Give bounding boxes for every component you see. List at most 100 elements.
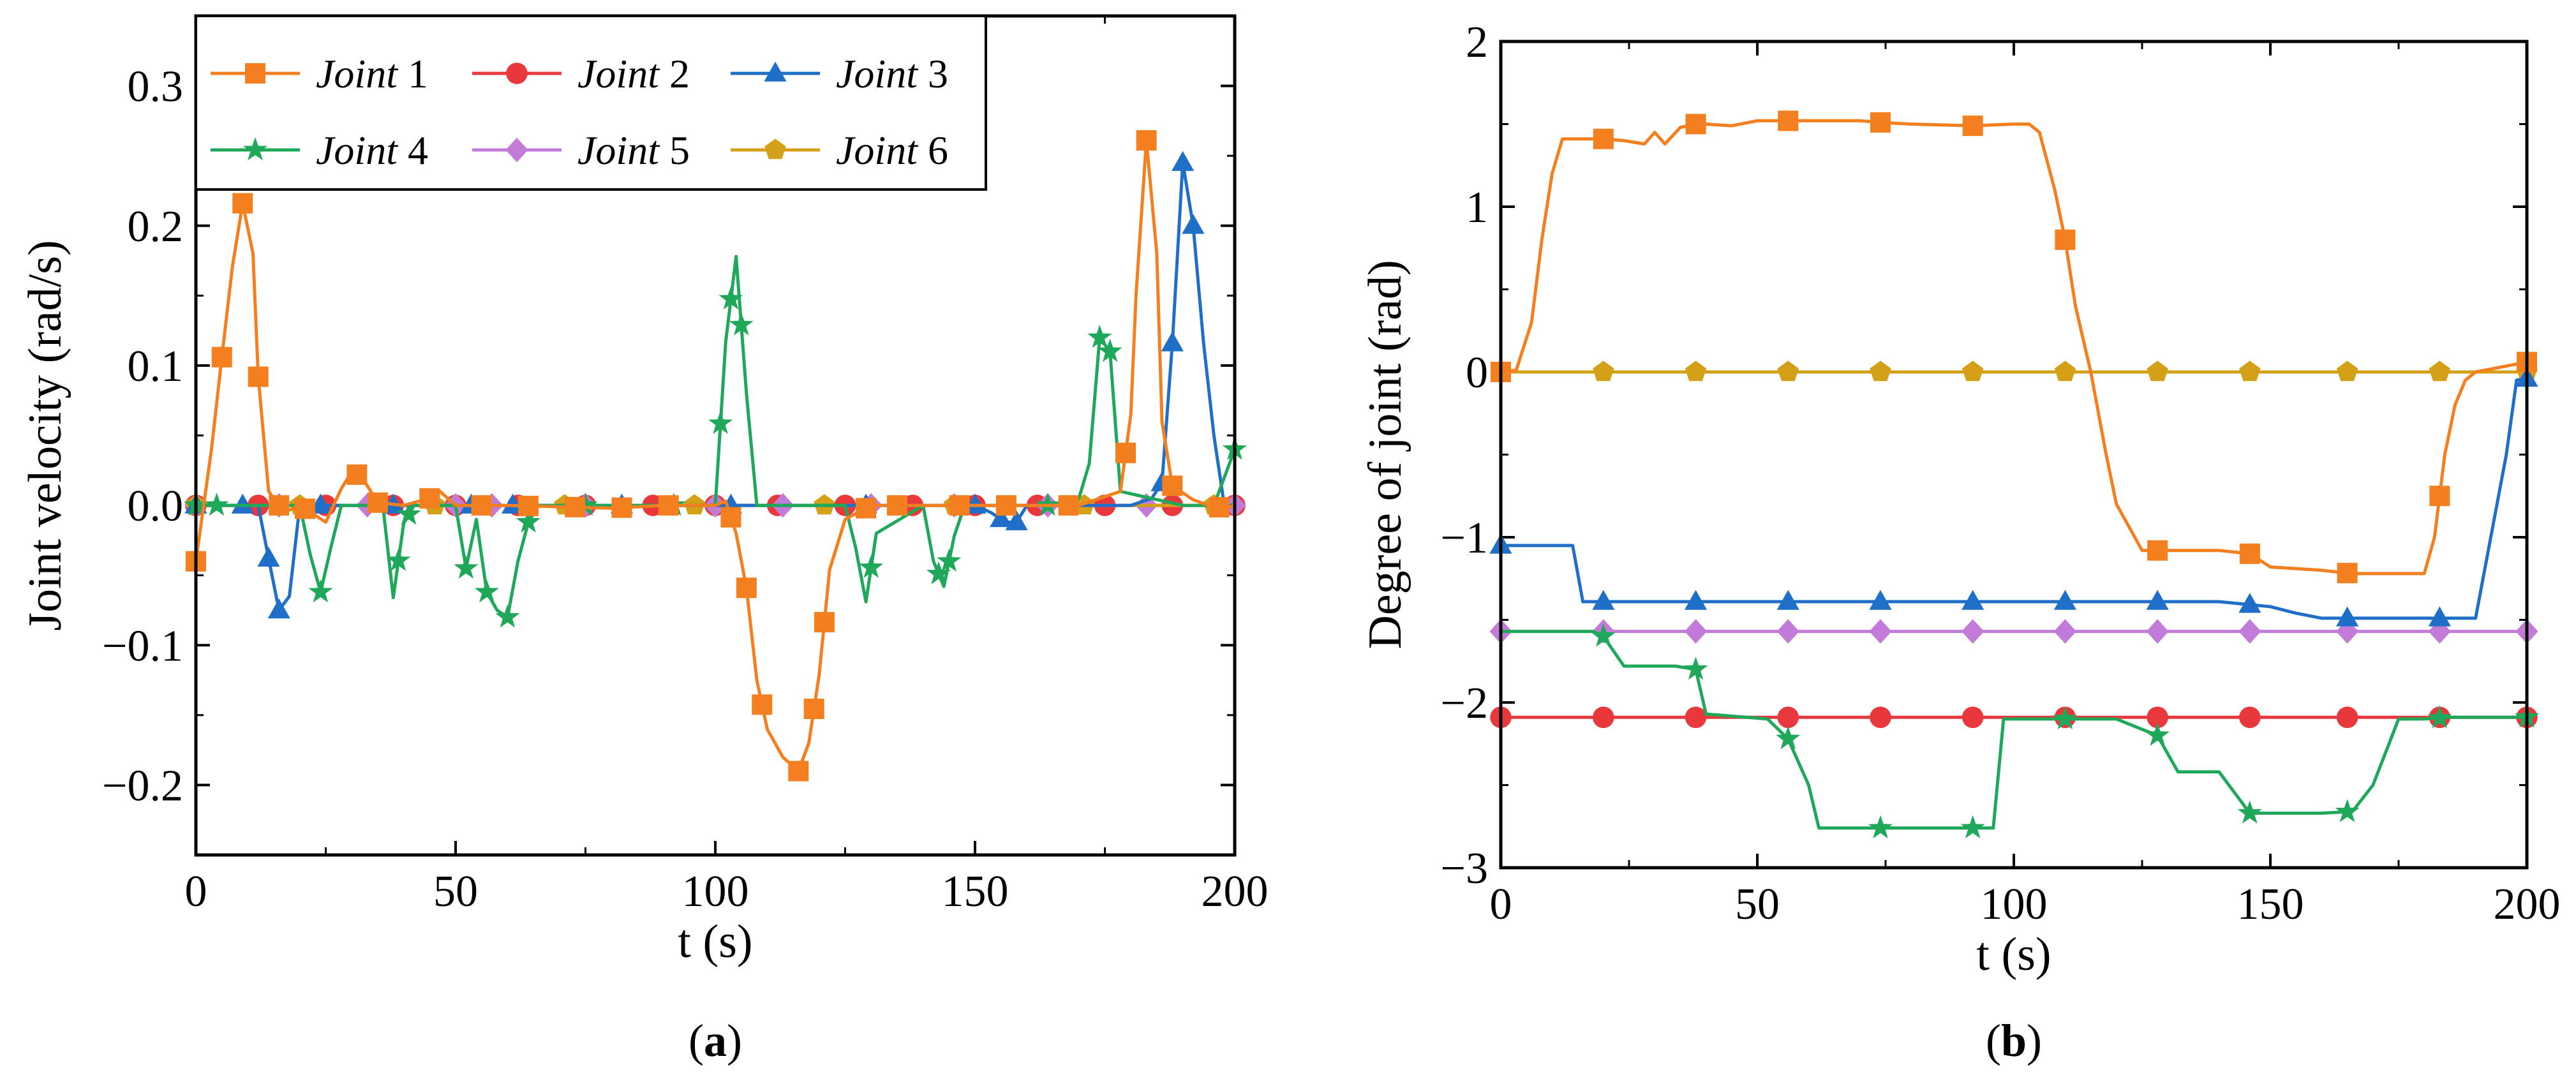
legend-label-number: 1 — [408, 51, 428, 96]
y-tick-label: −2 — [1441, 679, 1488, 728]
data-point — [204, 493, 229, 516]
panel-a-caption: (a) — [689, 1015, 742, 1066]
data-point — [232, 193, 253, 214]
data-point — [346, 464, 368, 485]
data-point — [937, 548, 962, 572]
legend-label-word: Joint — [836, 51, 928, 96]
data-point — [788, 761, 809, 782]
data-point — [990, 507, 1013, 528]
legend-label: Joint 6 — [836, 128, 948, 173]
data-point — [1593, 360, 1614, 382]
data-point — [248, 366, 269, 387]
data-point — [1776, 619, 1799, 644]
legend-marker — [764, 138, 786, 160]
data-point — [1593, 706, 1614, 729]
data-point — [2239, 360, 2261, 382]
data-point — [2237, 800, 2262, 824]
data-point — [1869, 590, 1892, 610]
series-line — [196, 161, 1235, 612]
data-point — [2428, 606, 2451, 627]
data-point — [708, 410, 733, 435]
legend-label-word: Joint — [316, 128, 408, 173]
legend-label-number: 2 — [669, 51, 690, 96]
data-point — [2054, 360, 2076, 382]
panel-b-series — [1489, 110, 2539, 838]
legend-marker — [243, 137, 267, 161]
panel-a-chart: 0 50 100 150 200 −0.2 −0.1 0.0 0.1 0.2 0.3 t (s) J… — [19, 14, 1269, 1066]
legend-label-word: Joint — [316, 51, 408, 96]
data-point — [1136, 130, 1157, 151]
data-point — [1593, 128, 1614, 149]
data-point — [856, 498, 877, 519]
data-point — [231, 493, 254, 514]
data-point — [454, 555, 479, 579]
data-point — [2429, 486, 2450, 507]
y-tick-label: 0.0 — [128, 482, 184, 531]
series-line — [196, 255, 1237, 619]
data-point — [2429, 360, 2451, 382]
data-point — [2145, 722, 2170, 746]
data-point — [1870, 360, 1891, 382]
series-joint-6 — [1490, 360, 2538, 382]
data-point — [1777, 360, 1799, 382]
series-joint-3 — [1489, 366, 2538, 627]
legend-entry-6: Joint 6 — [731, 128, 948, 173]
data-point — [2147, 360, 2168, 382]
legend-label-word: Joint — [577, 51, 669, 96]
data-point — [1962, 115, 1983, 137]
y-tick-label: −0.1 — [102, 621, 183, 671]
data-point — [1685, 360, 1707, 382]
data-point — [565, 496, 586, 517]
data-point — [1172, 151, 1195, 171]
panel-caption-letter: b — [2001, 1015, 2027, 1066]
data-point — [294, 498, 315, 519]
panel-b-y-axis-title: Degree of joint (rad) — [1359, 260, 1411, 649]
data-point — [2238, 593, 2261, 613]
y-tick-label: 0.2 — [128, 202, 184, 251]
data-point — [1162, 475, 1183, 496]
x-tick-label: 100 — [682, 867, 749, 916]
data-point — [1962, 590, 1984, 610]
legend-label-word: Joint — [836, 128, 928, 173]
x-tick-label: 200 — [1202, 867, 1269, 916]
data-point — [2147, 540, 2168, 561]
panel-a-tick-labels: 0 50 100 150 200 −0.2 −0.1 0.0 0.1 0.2 0.3 — [102, 63, 1268, 916]
data-point — [886, 495, 907, 516]
data-point — [367, 492, 388, 513]
panel-b-tick-labels: 0 50 100 150 200 −3 −2 −1 0 1 2 — [1441, 18, 2561, 929]
data-point — [2053, 706, 2078, 730]
series-line — [194, 138, 1235, 773]
data-point — [1087, 325, 1112, 348]
data-point — [1778, 110, 1799, 131]
data-point — [1868, 815, 1893, 838]
data-point — [2336, 360, 2358, 382]
legend-entry-5: Joint 5 — [472, 128, 690, 173]
legend-marker — [764, 61, 787, 82]
legend-box — [195, 15, 987, 191]
data-point — [1209, 497, 1230, 518]
data-point — [396, 501, 421, 525]
legend-label-number: 5 — [669, 128, 690, 173]
data-point — [995, 495, 1016, 516]
panel-b-frame — [1499, 40, 2529, 870]
legend-label: Joint 5 — [577, 128, 690, 173]
data-point — [1962, 706, 1984, 729]
data-point — [257, 546, 280, 567]
data-point — [1776, 726, 1801, 750]
y-tick-label: 0.3 — [128, 63, 184, 112]
data-point — [949, 495, 970, 516]
data-point — [1870, 706, 1891, 729]
data-point — [2053, 590, 2076, 610]
x-tick-label: 200 — [2494, 880, 2561, 929]
data-point — [1058, 495, 1079, 516]
data-point — [1962, 360, 1984, 382]
data-point — [718, 286, 743, 309]
legend-label: Joint 3 — [836, 51, 948, 96]
data-point — [1869, 619, 1892, 644]
legend-label: Joint 2 — [577, 51, 690, 96]
data-point — [1870, 112, 1891, 133]
panel-a-y-axis-title: Joint velocity (rad/s) — [19, 240, 71, 630]
data-point — [1962, 619, 1984, 644]
data-point — [2146, 619, 2169, 644]
